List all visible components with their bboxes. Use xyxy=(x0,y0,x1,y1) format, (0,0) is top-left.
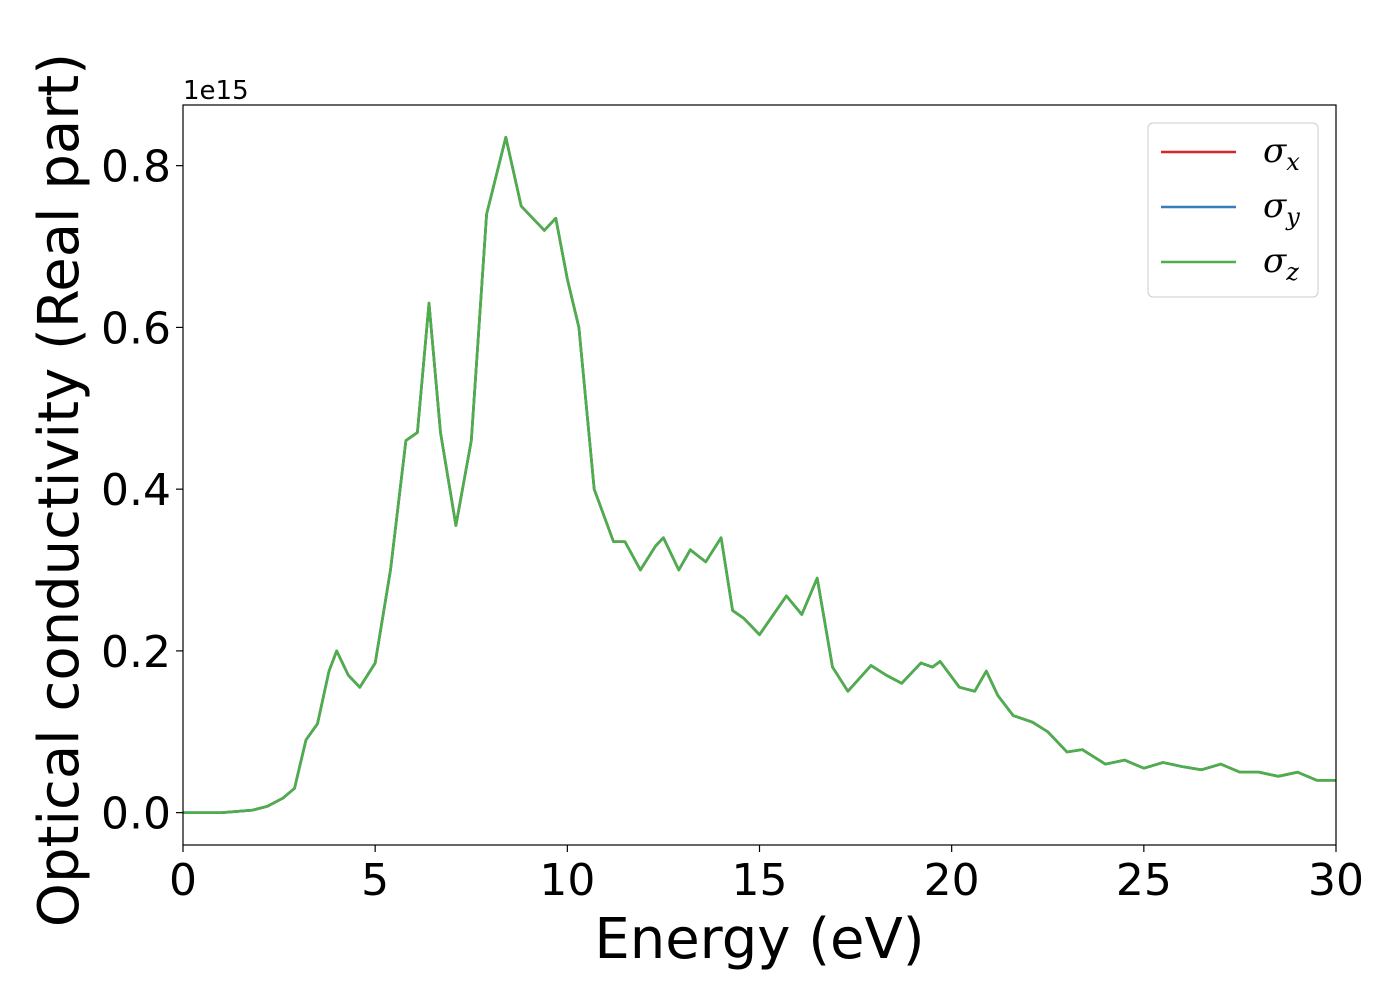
y-tick-label: 0.0 xyxy=(101,789,171,840)
x-tick-label: 0 xyxy=(169,855,197,906)
y-axis-ticks: 0.0 0.2 0.4 0.6 0.8 xyxy=(101,142,183,840)
x-tick-label: 15 xyxy=(732,855,788,906)
x-axis-ticks: 0 5 10 15 20 25 30 xyxy=(169,845,1364,906)
legend-label-y: σy xyxy=(1263,186,1300,231)
x-tick-label: 30 xyxy=(1308,855,1364,906)
x-axis-title: Energy (eV) xyxy=(594,907,924,972)
y-tick-label: 0.8 xyxy=(101,142,171,193)
y-tick-label: 0.2 xyxy=(101,627,171,678)
y-tick-label: 0.4 xyxy=(101,465,171,516)
y-axis-title: Optical conductivity (Real part) xyxy=(27,53,92,927)
x-tick-label: 20 xyxy=(924,855,980,906)
series-lines xyxy=(183,136,1336,814)
series-line-z xyxy=(183,136,1336,814)
y-offset-text: 1e15 xyxy=(183,76,249,106)
x-tick-label: 10 xyxy=(539,855,595,906)
x-tick-label: 25 xyxy=(1116,855,1172,906)
y-tick-label: 0.6 xyxy=(101,303,171,354)
x-tick-label: 5 xyxy=(361,855,389,906)
legend-box xyxy=(1147,122,1319,298)
legend-label-x: σx xyxy=(1263,131,1300,176)
